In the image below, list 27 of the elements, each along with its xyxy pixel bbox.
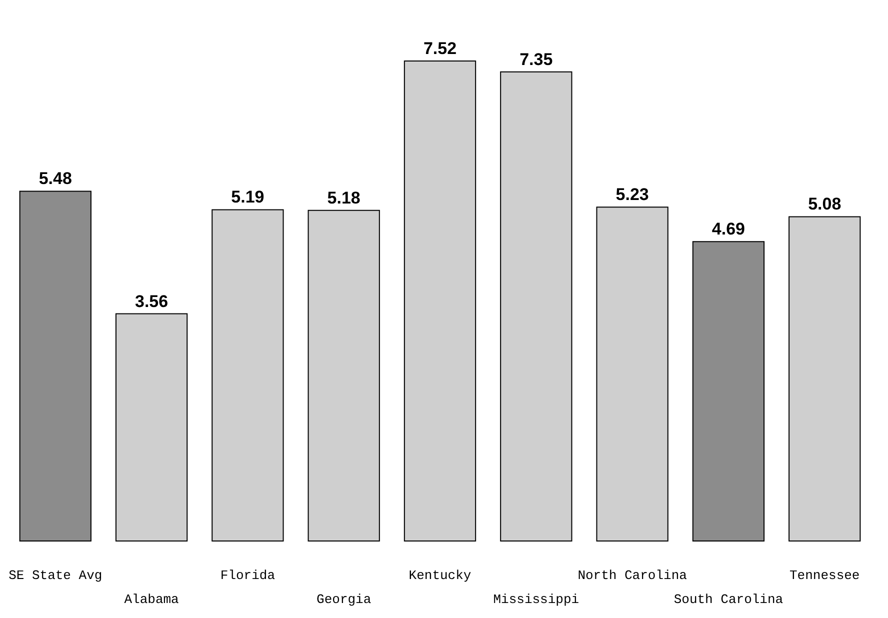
bar	[308, 210, 380, 542]
x-tick-label: Alabama	[124, 592, 180, 607]
data-label: 5.19	[231, 188, 264, 207]
data-label: 5.08	[808, 194, 842, 214]
x-tick-label: Georgia	[316, 592, 372, 607]
data-label: 4.69	[712, 220, 746, 239]
x-tick-label: Tennessee	[790, 568, 860, 583]
bar	[788, 216, 861, 542]
x-tick-label: SE State Avg	[8, 568, 102, 583]
bar	[115, 313, 188, 542]
data-label: 5.23	[616, 185, 649, 204]
x-tick-label: Kentucky	[408, 568, 472, 583]
x-tick-label: Florida	[220, 568, 276, 583]
bar	[596, 206, 668, 542]
bar	[404, 60, 476, 542]
bar	[500, 71, 572, 542]
x-tick-label: South Carolina	[674, 592, 784, 607]
bar	[212, 209, 284, 542]
x-tick-label: North Carolina	[578, 568, 688, 583]
data-label: 5.18	[327, 188, 360, 208]
data-label: 7.52	[423, 39, 457, 58]
bar	[692, 241, 765, 542]
bar	[19, 190, 92, 542]
data-label: 7.35	[520, 50, 553, 69]
x-tick-label: Mississippi	[493, 592, 580, 607]
data-label: 5.48	[38, 169, 72, 188]
data-label: 3.56	[134, 292, 168, 311]
